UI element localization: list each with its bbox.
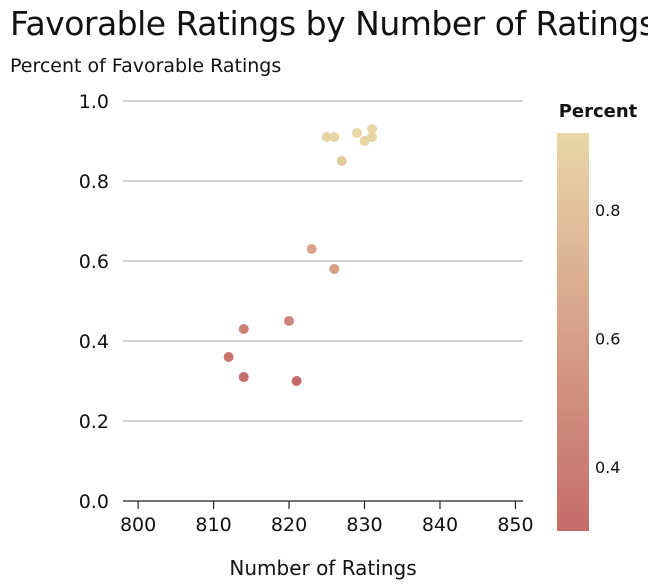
data-point [367,132,378,142]
gridlines [123,100,523,422]
y-tick-label: 1.0 [79,91,109,113]
data-point [351,128,362,138]
data-point [329,264,340,274]
data-point [336,156,347,166]
legend-tick-label: 0.4 [595,458,620,477]
color-legend: Percent 0.4 0.6 0.8 [557,101,638,531]
data-point [238,324,249,334]
legend-tick-label: 0.8 [595,201,620,220]
data-points [223,124,378,386]
legend-color-bar [557,133,589,531]
x-tick-label: 850 [497,514,533,536]
x-tick-label: 830 [346,514,382,536]
data-point [329,132,340,142]
data-point [223,352,234,362]
y-tick-label: 0.6 [79,251,109,273]
y-tick-label: 0.4 [79,331,109,353]
x-tick-label: 800 [120,514,156,536]
legend-title: Percent [559,101,638,122]
x-tick-label: 820 [271,514,307,536]
data-point [306,244,317,254]
x-axis-label: Number of Ratings [229,556,416,580]
chart-title: Favorable Ratings by Number of Ratings [10,4,648,43]
y-tick-label: 0.2 [79,411,109,433]
data-point [359,136,370,146]
data-point [291,376,302,386]
x-tick-label: 840 [422,514,458,536]
x-axis: 800 810 820 830 840 850 [120,500,534,536]
x-tick-label: 810 [195,514,231,536]
data-point [367,124,378,134]
chart-subtitle: Percent of Favorable Ratings [10,55,282,77]
y-tick-label: 0.0 [79,491,109,513]
data-point [284,316,295,326]
data-point [321,132,332,142]
legend-tick-label: 0.6 [595,329,620,348]
y-tick-label: 0.8 [79,171,109,193]
y-axis-ticks: 0.0 0.2 0.4 0.6 0.8 1.0 [79,91,109,513]
data-point [238,372,249,382]
